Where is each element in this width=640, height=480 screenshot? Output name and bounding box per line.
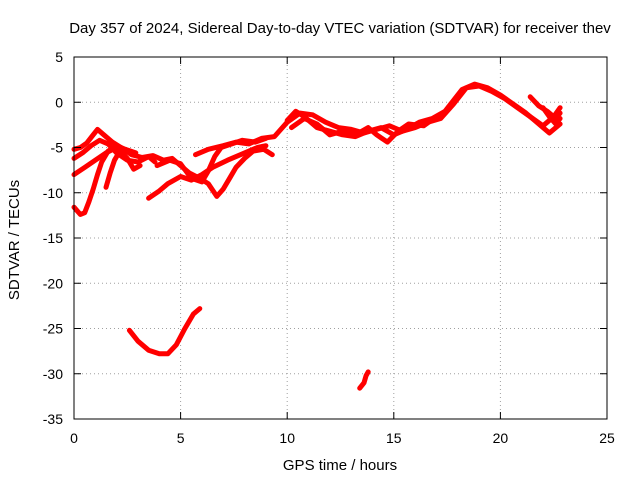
y-axis-label: SDTVAR / TECUs bbox=[6, 180, 23, 300]
y-tick-label: -15 bbox=[43, 230, 63, 246]
series-line-track-n bbox=[357, 369, 371, 391]
x-axis-label: GPS time / hours bbox=[283, 457, 397, 474]
x-tick-label: 15 bbox=[386, 430, 402, 446]
chart-title: Day 357 of 2024, Sidereal Day-to-day VTE… bbox=[69, 20, 611, 37]
y-tick-label: -5 bbox=[51, 140, 64, 156]
series-line-track-m bbox=[126, 306, 203, 357]
series-line-track-l bbox=[540, 105, 563, 127]
grid-lines bbox=[74, 57, 607, 419]
y-tick-label: -30 bbox=[43, 366, 63, 382]
data-series bbox=[71, 81, 563, 391]
series-line-track-g bbox=[154, 135, 269, 185]
x-tick-label: 10 bbox=[279, 430, 295, 446]
y-tick-label: -10 bbox=[43, 185, 63, 201]
x-tick-label: 0 bbox=[70, 430, 78, 446]
y-tick-label: 5 bbox=[55, 49, 63, 65]
x-tick-label: 5 bbox=[177, 430, 185, 446]
axis-ticks: 0 5 10 15 20 25 5 0 -5 -10 -15 -20 -25 -30 -35 bbox=[43, 49, 615, 446]
y-tick-label: -25 bbox=[43, 321, 63, 337]
y-tick-label: 0 bbox=[55, 94, 63, 110]
series-line-track-e bbox=[71, 143, 139, 217]
y-tick-label: -35 bbox=[43, 411, 63, 427]
series-line-track-d bbox=[146, 143, 269, 201]
x-tick-label: 20 bbox=[493, 430, 509, 446]
x-tick-label: 25 bbox=[599, 430, 615, 446]
series-line-track-i bbox=[284, 81, 563, 140]
y-tick-label: -20 bbox=[43, 275, 63, 291]
series-line-track-j bbox=[289, 114, 439, 145]
series-line-track-f bbox=[103, 150, 122, 190]
